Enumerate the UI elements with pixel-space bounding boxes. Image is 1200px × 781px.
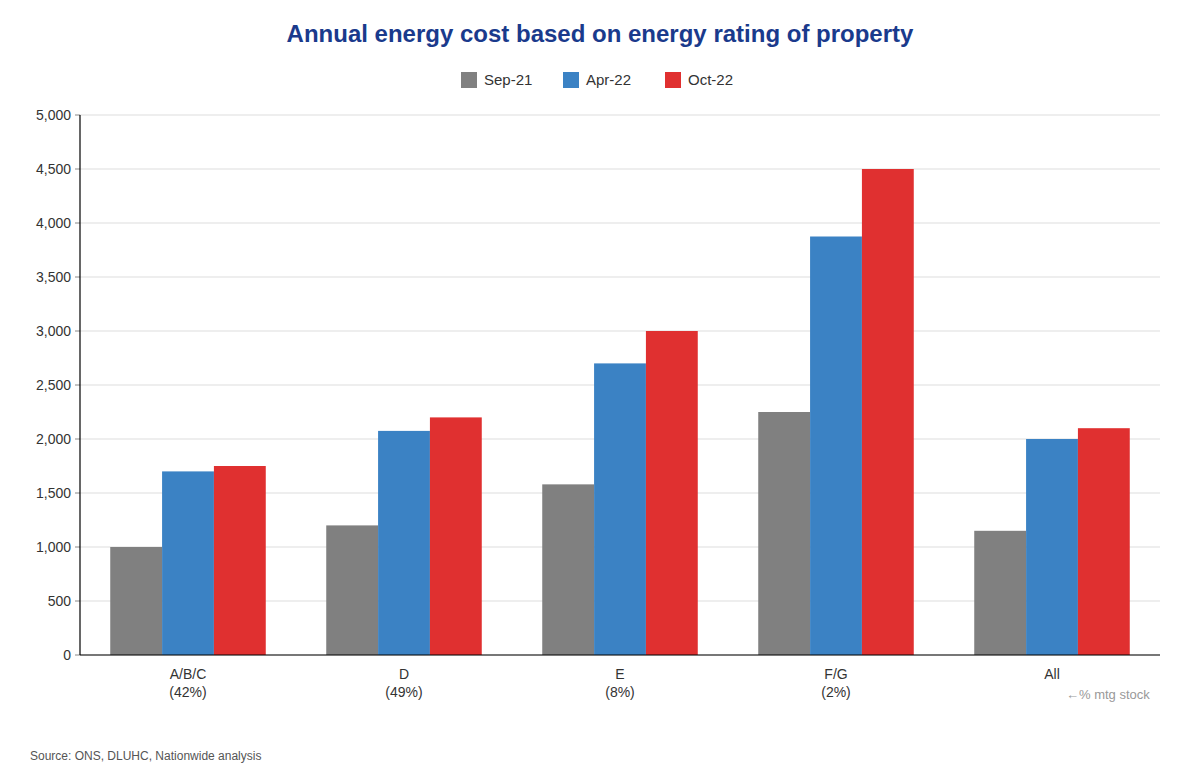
x-tick-label: D(49%) (385, 666, 422, 700)
y-tick (75, 493, 80, 494)
x-tick-label: A/B/C(42%) (169, 666, 206, 700)
bar (1078, 428, 1130, 655)
title: Annual energy cost based on energy ratin… (287, 20, 914, 47)
y-tick-label: 3,000 (36, 323, 71, 339)
y-tick (75, 223, 80, 224)
y-tick (75, 385, 80, 386)
y-tick (75, 547, 80, 548)
grid-line (80, 169, 1160, 170)
y-tick (75, 115, 80, 116)
y-tick (75, 331, 80, 332)
chart: Annual energy cost based on energy ratin… (0, 0, 1200, 781)
y-tick-label: 0 (63, 647, 71, 663)
bar (214, 466, 266, 655)
source: Source: ONS, DLUHC, Nationwide analysis (30, 749, 261, 763)
bar (378, 431, 430, 655)
bar (758, 412, 810, 655)
bar (974, 531, 1026, 655)
y-tick-label: 2,500 (36, 377, 71, 393)
bar (430, 417, 482, 655)
y-tick (75, 601, 80, 602)
legend-swatch (563, 72, 579, 88)
annotation: ←% mtg stock (1066, 687, 1150, 702)
y-tick-label: 500 (48, 593, 72, 609)
y-axis (79, 115, 80, 655)
bar (862, 169, 914, 655)
bar (646, 331, 698, 655)
grid (80, 115, 1160, 655)
y-tick (75, 655, 80, 656)
x-tick-label: E(8%) (605, 666, 635, 700)
grid-line (80, 331, 1160, 332)
bars (110, 169, 1130, 655)
y-tick-label: 2,000 (36, 431, 71, 447)
y-tick-label: 4,000 (36, 215, 71, 231)
y-tick (75, 439, 80, 440)
legend-label: Sep-21 (484, 71, 532, 88)
y-tick-label: 1,500 (36, 485, 71, 501)
bar (542, 484, 594, 655)
legend: Sep-21 Apr-22 Oct-22 (461, 71, 733, 88)
bar (162, 471, 214, 655)
bar (110, 547, 162, 655)
bar (326, 525, 378, 655)
grid-line (80, 277, 1160, 278)
legend-label: Oct-22 (688, 71, 733, 88)
bar (1026, 439, 1078, 655)
y-tick-label: 4,500 (36, 161, 71, 177)
bar (594, 363, 646, 655)
bar (810, 237, 862, 656)
legend-label: Apr-22 (586, 71, 631, 88)
grid-line (80, 655, 1160, 656)
legend-swatch (665, 72, 681, 88)
y-tick (75, 169, 80, 170)
grid-line (80, 223, 1160, 224)
y-tick-label: 3,500 (36, 269, 71, 285)
legend-swatch (461, 72, 477, 88)
x-tick-label: All (1044, 666, 1060, 682)
y-tick-label: 5,000 (36, 107, 71, 123)
x-axis (80, 654, 1160, 655)
y-tick (75, 277, 80, 278)
x-tick-label: F/G(2%) (821, 666, 851, 700)
grid-line (80, 115, 1160, 116)
y-tick-label: 1,000 (36, 539, 71, 555)
